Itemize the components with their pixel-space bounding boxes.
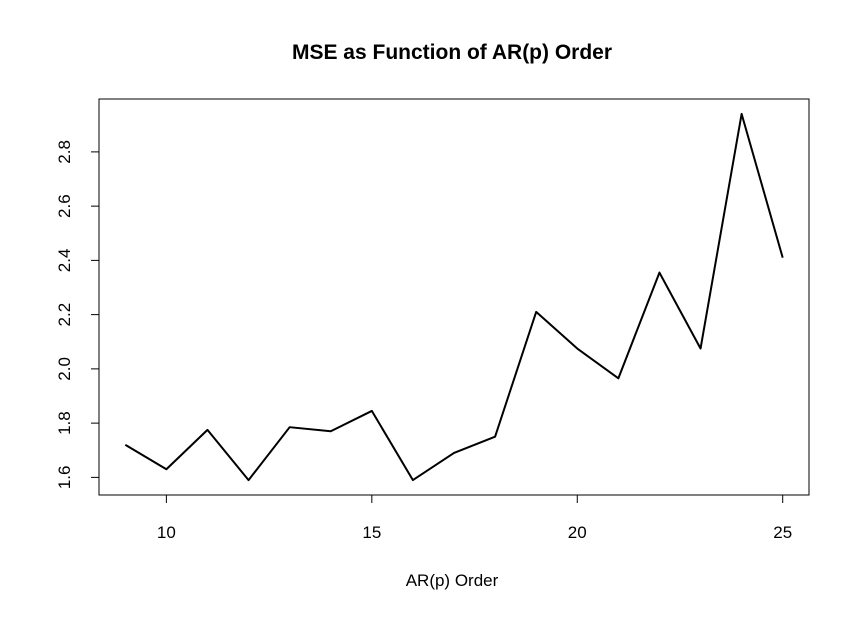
- y-tick-label: 2.2: [55, 303, 74, 327]
- x-axis: 10 15 20 25: [157, 494, 792, 542]
- series-layer: [124, 112, 784, 482]
- y-axis: 1.6 1.8 2.0 2.2 2.4 2.6 2.8: [55, 140, 100, 490]
- x-tick-label: 20: [568, 523, 587, 542]
- chart-title: MSE as Function of AR(p) Order: [292, 41, 612, 64]
- x-tick-label: 15: [362, 523, 381, 542]
- series-line-0: [124, 112, 784, 482]
- plot-frame: [98, 98, 810, 496]
- y-tick-label: 1.6: [55, 466, 74, 490]
- y-tick-label: 2.0: [55, 357, 74, 381]
- y-tick-label: 2.8: [55, 140, 74, 164]
- x-tick-label: 25: [773, 523, 792, 542]
- y-tick-label: 2.6: [55, 194, 74, 218]
- y-tick-label: 2.4: [55, 249, 74, 273]
- x-axis-label: AR(p) Order: [406, 571, 499, 590]
- y-tick-label: 1.8: [55, 411, 74, 435]
- x-tick-label: 10: [157, 523, 176, 542]
